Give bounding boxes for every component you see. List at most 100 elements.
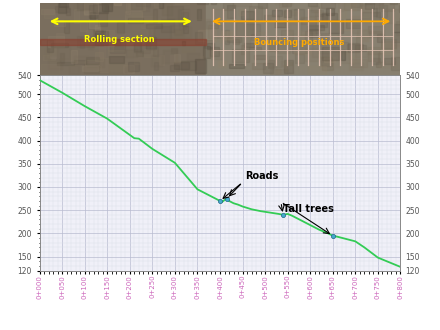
Bar: [352, 2, 360, 7]
Bar: [84, 1, 98, 14]
Bar: [333, 42, 348, 52]
Bar: [315, 12, 326, 20]
Bar: [348, 43, 359, 52]
Bar: [396, 21, 412, 35]
Bar: [231, 50, 249, 62]
Bar: [89, 5, 97, 18]
Bar: [274, 23, 289, 27]
Bar: [321, 33, 338, 43]
Bar: [253, 63, 265, 69]
Bar: [241, 11, 254, 19]
Bar: [242, 38, 249, 48]
Bar: [341, 50, 345, 60]
Bar: [399, 6, 415, 13]
Bar: [250, 20, 255, 29]
Bar: [227, 37, 241, 42]
Bar: [368, 50, 379, 61]
Bar: [183, 26, 188, 33]
Bar: [281, 30, 293, 42]
Bar: [376, 5, 387, 17]
Bar: [99, 44, 105, 57]
Bar: [198, 30, 216, 41]
Bar: [301, 32, 315, 42]
Bar: [337, 46, 348, 54]
Bar: [381, 41, 396, 49]
Bar: [319, 33, 335, 44]
Bar: [389, 0, 397, 4]
Bar: [379, 62, 396, 67]
Bar: [83, 66, 101, 70]
Bar: [264, 16, 279, 21]
Bar: [174, 29, 182, 35]
Bar: [42, 45, 56, 55]
Bar: [271, 17, 289, 26]
Bar: [224, 30, 229, 44]
Bar: [71, 50, 77, 63]
Bar: [150, 23, 154, 36]
Bar: [47, 40, 53, 52]
Bar: [89, 12, 95, 19]
Bar: [114, 40, 121, 45]
Bar: [294, 9, 304, 19]
Bar: [125, 68, 131, 72]
Bar: [244, 24, 260, 36]
Bar: [355, 45, 367, 51]
Bar: [218, 61, 226, 67]
Bar: [312, 6, 319, 12]
Bar: [321, 56, 332, 66]
Bar: [400, 17, 412, 25]
Bar: [101, 0, 112, 5]
Bar: [275, 43, 290, 53]
Bar: [363, 29, 368, 41]
Bar: [275, 21, 285, 27]
Bar: [44, 55, 55, 60]
Bar: [41, 64, 59, 74]
Bar: [126, 2, 130, 14]
Bar: [339, 0, 355, 5]
Bar: [284, 10, 291, 17]
Bar: [102, 2, 112, 11]
Bar: [212, 9, 228, 20]
Bar: [365, 4, 374, 9]
Bar: [108, 50, 125, 55]
Bar: [236, 22, 253, 36]
Bar: [223, 0, 233, 10]
Bar: [44, 48, 50, 59]
Bar: [54, 22, 65, 26]
Bar: [171, 48, 177, 53]
Bar: [142, 4, 149, 11]
Bar: [349, 1, 356, 10]
Bar: [84, 10, 90, 16]
Bar: [308, 0, 317, 6]
Bar: [114, 0, 121, 5]
Bar: [170, 55, 180, 63]
Bar: [174, 54, 180, 62]
Bar: [207, 43, 214, 49]
Bar: [384, 58, 395, 64]
Bar: [110, 39, 125, 53]
Bar: [95, 52, 103, 61]
Bar: [99, 12, 107, 26]
Bar: [268, 60, 274, 68]
Bar: [117, 22, 124, 33]
Bar: [373, 9, 378, 16]
Bar: [344, 0, 362, 10]
Bar: [131, 0, 142, 9]
Bar: [239, 9, 244, 15]
Bar: [368, 26, 384, 33]
Bar: [55, 6, 69, 12]
Bar: [223, 32, 231, 40]
Bar: [326, 8, 334, 15]
Bar: [292, 41, 308, 53]
Bar: [136, 50, 143, 56]
Text: Roads: Roads: [245, 171, 278, 182]
Bar: [141, 16, 155, 28]
Bar: [59, 53, 64, 63]
Bar: [308, 66, 326, 74]
Bar: [93, 30, 103, 39]
Bar: [348, 52, 352, 59]
Bar: [348, 63, 363, 70]
Bar: [174, 62, 189, 69]
Bar: [167, 6, 183, 18]
Bar: [87, 59, 104, 67]
